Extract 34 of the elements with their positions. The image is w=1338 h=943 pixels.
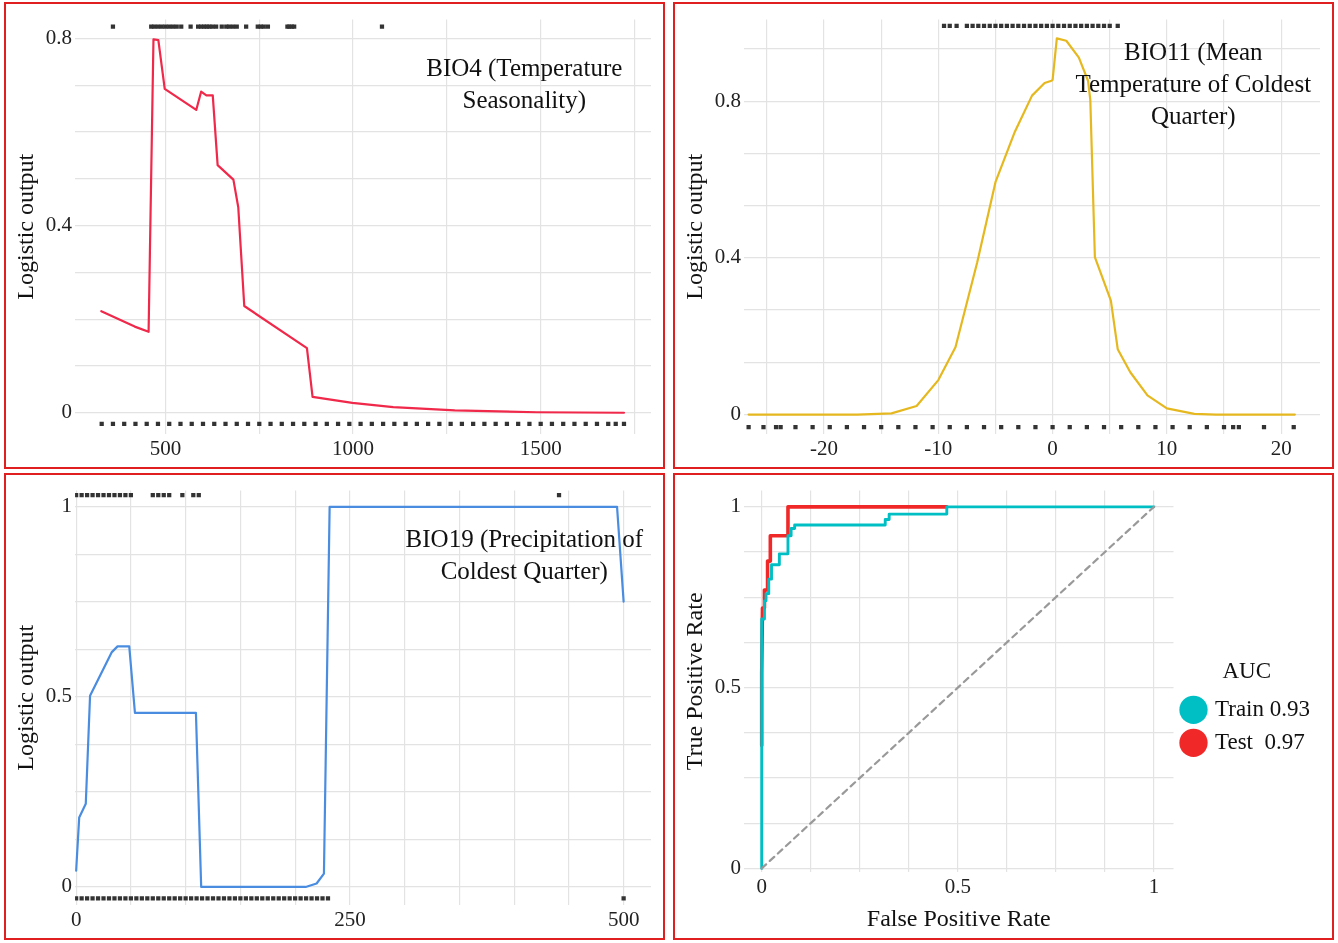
x-tick-label: -20 — [810, 435, 839, 460]
x-tick-label: 0 — [756, 874, 767, 899]
x-tick-label: 10 — [1156, 435, 1178, 460]
x-tick-label: 1000 — [332, 435, 375, 460]
x-tick-label: 0.5 — [944, 874, 971, 899]
x-tick-label: 500 — [607, 906, 640, 931]
y-tick-label: 0.5 — [714, 674, 742, 699]
y-axis-title: Logistic output — [680, 153, 707, 300]
x-tick-label: 1 — [1148, 874, 1160, 899]
y-tick-label: 0.5 — [45, 683, 73, 708]
y-axis-title: Logistic output — [11, 153, 38, 300]
y-tick-label: 0 — [730, 854, 742, 879]
x-tick-label: -10 — [924, 435, 953, 460]
y-tick-label: 1 — [61, 493, 73, 518]
annotation: BIO19 (Precipitation of Coldest Quarter) — [405, 525, 644, 586]
x-tick-label: 500 — [149, 435, 182, 460]
x-tick-label: 0 — [1047, 435, 1058, 460]
x-tick-label: 1500 — [519, 435, 562, 460]
annotation: BIO4 (Temperature Seasonality) — [426, 54, 623, 115]
x-tick-label: 250 — [334, 906, 366, 931]
y-tick-label: 0.4 — [714, 244, 742, 269]
y-tick-label: 1 — [730, 493, 742, 518]
legend-title: AUC — [1222, 658, 1272, 684]
y-tick-label: 0 — [730, 401, 742, 426]
y-axis-title: Logistic output — [11, 624, 38, 771]
y-tick-label: 0.8 — [714, 87, 742, 112]
legend-label: Test 0.97 — [1215, 728, 1305, 754]
y-tick-label: 0.4 — [45, 212, 73, 237]
y-tick-label: 0.8 — [45, 24, 73, 49]
x-axis-title: False Positive Rate — [866, 904, 1051, 931]
x-tick-label: 20 — [1270, 435, 1292, 460]
legend-label: Train 0.93 — [1215, 695, 1310, 721]
y-axis-title: True Positive Rate — [680, 592, 707, 771]
y-tick-label: 0 — [61, 399, 73, 424]
